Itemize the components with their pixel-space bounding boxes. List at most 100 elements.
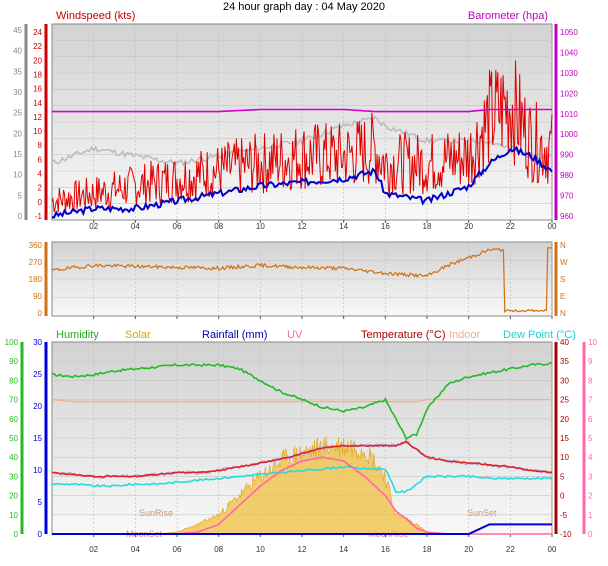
indoor-label: Indoor — [449, 329, 481, 341]
humidity-tick-label: 100 — [5, 338, 19, 347]
rainfall-tick-label: 20 — [33, 402, 42, 411]
humidity-line — [51, 362, 553, 441]
temperature-tick-label: -5 — [560, 511, 568, 520]
humidity-tick-label: 80 — [9, 376, 18, 385]
temperature-tick-label: 30 — [560, 376, 569, 385]
windspeed-tick-label: 12 — [33, 113, 42, 122]
direction-tick-label: 270 — [29, 258, 43, 267]
uv-tick-label: 7 — [588, 396, 593, 405]
gust-scale-tick-label: 20 — [13, 129, 22, 138]
chart-title: 24 hour graph day : 04 May 2020 — [223, 1, 385, 13]
gust-scale-tick-label: 45 — [13, 26, 22, 35]
uv-tick-label: 5 — [588, 434, 593, 443]
x-tick-label: 00 — [548, 222, 557, 231]
temperature-tick-label: 0 — [560, 492, 565, 501]
rainfall-line — [52, 523, 552, 535]
x-tick-label: 10 — [256, 222, 265, 231]
x-tick-label: 00 — [548, 545, 557, 554]
windspeed-tick-label: 2 — [38, 184, 43, 193]
average-wind-line — [51, 145, 553, 219]
humidity-tick-label: 10 — [9, 511, 18, 520]
x-tick-label: 08 — [214, 222, 223, 231]
windspeed-tick-label: 10 — [33, 127, 42, 136]
direction-tick-label: 0 — [38, 309, 43, 318]
gust-scale-tick-label: 40 — [13, 47, 22, 56]
rainfall-tick-label: 5 — [38, 498, 43, 507]
temperature-tick-label: 5 — [560, 472, 565, 481]
humidity-tick-label: 0 — [14, 530, 19, 539]
x-tick-label: 16 — [381, 545, 390, 554]
dew-point-line — [51, 465, 553, 494]
sunset-label: SunSet — [467, 508, 497, 518]
uv-tick-label: 2 — [588, 492, 593, 501]
compass-tick-label: W — [560, 258, 568, 267]
gust-scale-tick-label: 35 — [13, 67, 22, 76]
windspeed-tick-label: 14 — [33, 99, 42, 108]
uv-tick-label: 8 — [588, 376, 593, 385]
uv-tick-label: 6 — [588, 415, 593, 424]
rainfall-tick-label: 0 — [38, 530, 43, 539]
barometer-tick-label: 1000 — [560, 130, 578, 139]
compass-tick-label: S — [560, 275, 565, 284]
uv-tick-label: 9 — [588, 357, 593, 366]
windspeed-tick-label: 24 — [33, 28, 42, 37]
x-tick-label: 22 — [506, 545, 515, 554]
temperature-tick-label: 40 — [560, 338, 569, 347]
x-tick-label: 02 — [89, 545, 98, 554]
dewpoint-label: Dew Point (°C) — [503, 329, 576, 341]
x-tick-label: 20 — [464, 545, 473, 554]
windspeed-tick-label: 16 — [33, 85, 42, 94]
compass-tick-label: N — [560, 241, 566, 250]
x-tick-label: 16 — [381, 222, 390, 231]
humidity-tick-label: 40 — [9, 453, 18, 462]
x-tick-label: 06 — [173, 545, 182, 554]
x-tick-label: 18 — [423, 222, 432, 231]
temperature-tick-label: 20 — [560, 415, 569, 424]
direction-tick-label: 180 — [29, 275, 43, 284]
x-tick-label: 02 — [89, 222, 98, 231]
gust-scale-tick-label: 0 — [18, 212, 23, 221]
barometer-tick-label: 970 — [560, 192, 574, 201]
uv-tick-label: 0 — [588, 530, 593, 539]
wind-direction-line — [51, 247, 552, 313]
barometer-tick-label: 980 — [560, 171, 574, 180]
x-tick-label: 04 — [131, 222, 140, 231]
temperature-line — [51, 440, 553, 478]
barometer-line — [52, 108, 552, 113]
grey-wind-line — [51, 115, 553, 168]
gust-scale-tick-label: 5 — [18, 191, 23, 200]
x-tick-label: 10 — [256, 545, 265, 554]
barometer-tick-label: 990 — [560, 151, 574, 160]
windspeed-tick-label: 4 — [38, 170, 43, 179]
temperature-tick-label: 15 — [560, 434, 569, 443]
rainfall-label: Rainfall (mm) — [202, 329, 267, 341]
humidity-tick-label: 90 — [9, 357, 18, 366]
barometer-axis-label: Barometer (hpa) — [468, 10, 548, 22]
uv-tick-label: 3 — [588, 472, 593, 481]
windspeed-tick-label: 20 — [33, 56, 42, 65]
temperature-label: Temperature (°C) — [361, 329, 445, 341]
barometer-tick-label: 960 — [560, 212, 574, 221]
uv-tick-label: 4 — [588, 453, 593, 462]
x-tick-label: 20 — [464, 222, 473, 231]
barometer-tick-label: 1050 — [560, 28, 578, 37]
humidity-tick-label: 30 — [9, 472, 18, 481]
x-tick-label: 14 — [339, 222, 348, 231]
humidity-tick-label: 20 — [9, 492, 18, 501]
temperature-tick-label: 25 — [560, 396, 569, 405]
rainfall-tick-label: 10 — [33, 466, 42, 475]
windspeed-tick-label: 18 — [33, 70, 42, 79]
humidity-label: Humidity — [56, 329, 99, 341]
humidity-tick-label: 70 — [9, 396, 18, 405]
windspeed-tick-label: 0 — [38, 198, 43, 207]
barometer-tick-label: 1020 — [560, 89, 578, 98]
barometer-tick-label: 1040 — [560, 48, 578, 57]
rainfall-tick-label: 30 — [33, 338, 42, 347]
windspeed-axis-label: Windspeed (kts) — [56, 10, 135, 22]
uv-tick-label: 10 — [588, 338, 597, 347]
windspeed-tick-label: 6 — [38, 155, 43, 164]
windspeed-tick-label: 8 — [38, 141, 43, 150]
uv-label: UV — [287, 329, 303, 341]
indoor-temperature-line — [51, 398, 552, 403]
